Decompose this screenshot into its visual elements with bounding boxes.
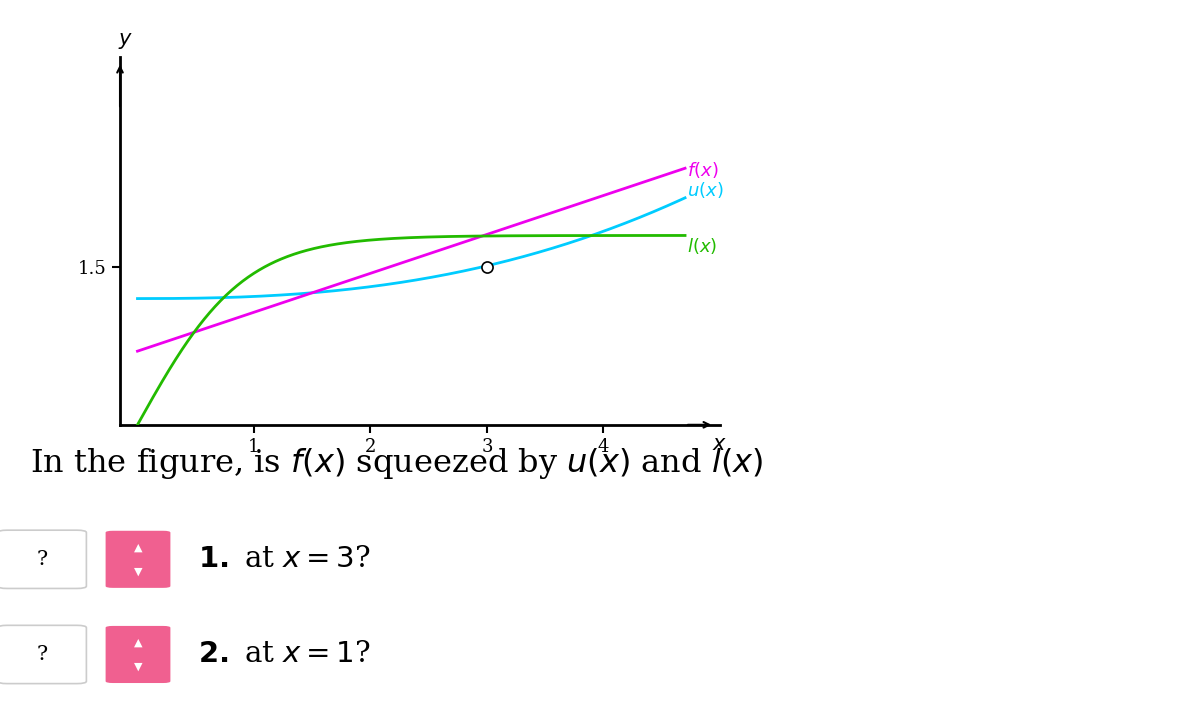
FancyBboxPatch shape (106, 626, 170, 683)
Text: ▼: ▼ (133, 661, 143, 671)
Text: $l(x)$: $l(x)$ (688, 236, 718, 256)
FancyBboxPatch shape (106, 531, 170, 588)
Text: $f(x)$: $f(x)$ (688, 160, 719, 181)
Text: ?: ? (36, 550, 48, 569)
Text: $u(x)$: $u(x)$ (688, 180, 724, 200)
Text: ?: ? (36, 645, 48, 664)
Text: $x$: $x$ (713, 435, 727, 455)
Text: ▲: ▲ (133, 542, 143, 552)
Text: $\mathbf{2.}$ at $x = 1$?: $\mathbf{2.}$ at $x = 1$? (198, 641, 371, 668)
Text: ▲: ▲ (133, 638, 143, 648)
Text: $y$: $y$ (119, 31, 133, 52)
Text: ▼: ▼ (133, 566, 143, 576)
Text: $\mathbf{1.}$ at $x = 3$?: $\mathbf{1.}$ at $x = 3$? (198, 545, 371, 573)
FancyBboxPatch shape (0, 530, 86, 588)
Text: In the figure, is $f(x)$ squeezed by $u(x)$ and $l(x)$: In the figure, is $f(x)$ squeezed by $u(… (30, 446, 763, 481)
FancyBboxPatch shape (0, 625, 86, 684)
